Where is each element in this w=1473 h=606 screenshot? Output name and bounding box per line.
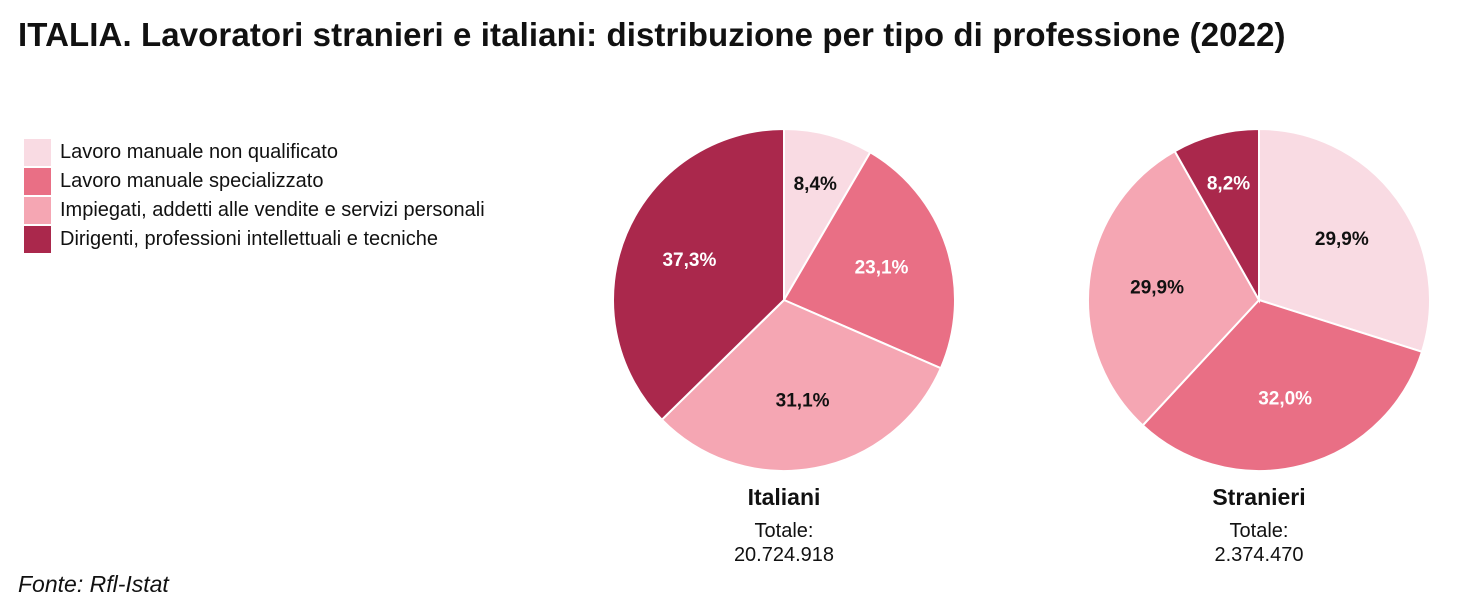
slice-label: 32,0% — [1258, 389, 1312, 410]
legend-label: Lavoro manuale specializzato — [60, 170, 324, 192]
caption-stranieri: Stranieri Totale: 2.374.470 — [1109, 484, 1409, 567]
legend-item-impiegati: Impiegati, addetti alle vendite e serviz… — [24, 196, 485, 225]
slice-label: 29,9% — [1315, 229, 1369, 250]
legend-swatch — [24, 197, 51, 224]
slice-label: 31,1% — [776, 390, 830, 411]
slice-label: 8,4% — [794, 174, 837, 195]
pie-slice — [660, 298, 943, 472]
slice-label: 8,2% — [1207, 174, 1250, 195]
legend-item-dirigenti: Dirigenti, professioni intellettuali e t… — [24, 225, 485, 254]
total-value: 2.374.470 — [1214, 544, 1304, 566]
pie-slice — [612, 127, 785, 422]
legend-swatch — [24, 139, 51, 166]
pie-slice — [783, 127, 872, 304]
pie-slice — [1141, 298, 1424, 472]
total-label: Totale: — [754, 520, 814, 542]
pie-slice — [782, 150, 956, 370]
pie-slice — [1258, 127, 1431, 354]
slice-label: 29,9% — [1130, 278, 1184, 299]
pie-name: Italiani — [747, 484, 821, 510]
pie-slice — [1087, 149, 1261, 427]
caption-italiani: Italiani Totale: 20.724.918 — [634, 484, 934, 567]
source-note: Fonte: Rfl-Istat — [18, 571, 169, 597]
legend-label: Impiegati, addetti alle vendite e serviz… — [60, 199, 485, 221]
pie-stranieri: 29,9% 32,0% 29,9% 8,2% — [1087, 127, 1431, 472]
legend-swatch — [24, 168, 51, 195]
legend-label: Dirigenti, professioni intellettuali e t… — [60, 228, 438, 250]
legend: Lavoro manuale non qualificato Lavoro ma… — [24, 138, 485, 254]
pie-name: Stranieri — [1212, 484, 1306, 510]
slice-label: 23,1% — [855, 258, 909, 279]
chart-title: ITALIA. Lavoratori stranieri e italiani:… — [18, 16, 1286, 53]
slice-label: 37,3% — [662, 250, 716, 271]
legend-item-non-qualificato: Lavoro manuale non qualificato — [24, 138, 485, 167]
pie-slice — [1173, 127, 1260, 304]
legend-item-specializzato: Lavoro manuale specializzato — [24, 167, 485, 196]
legend-swatch — [24, 226, 51, 253]
total-label: Totale: — [1229, 520, 1289, 542]
total-value: 20.724.918 — [733, 544, 835, 566]
legend-label: Lavoro manuale non qualificato — [60, 141, 338, 163]
pie-italiani: 8,4% 23,1% 31,1% 37,3% — [612, 127, 956, 472]
